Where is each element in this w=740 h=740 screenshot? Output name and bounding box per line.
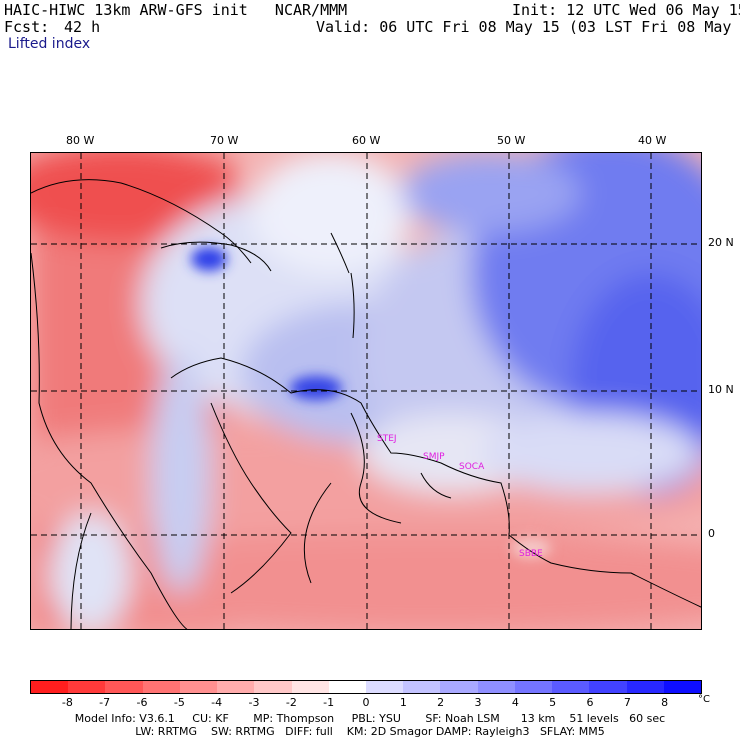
model-info-line-1: Model Info: V3.6.1 CU: KF MP: Thompson P… (74, 712, 666, 725)
legend-swatch (589, 681, 627, 693)
legend-swatch (477, 681, 515, 693)
legend-swatch (142, 681, 180, 693)
lon-label-40w: 40 W (638, 134, 667, 147)
legend-tick-label: 7 (623, 696, 631, 709)
field-name: Lifted index (8, 36, 91, 52)
legend-swatch (663, 681, 701, 693)
legend-tick-label: 0 (362, 696, 370, 709)
legend-swatch (440, 681, 478, 693)
legend-swatch (626, 681, 664, 693)
legend-tick-label: 6 (586, 696, 594, 709)
lat-label-20n: 20 N (708, 236, 734, 249)
legend-tick-label: 5 (549, 696, 557, 709)
legend-swatch (552, 681, 590, 693)
legend-swatch (105, 681, 143, 693)
legend-tick-label: -8 (61, 696, 73, 709)
legend-swatch (179, 681, 218, 693)
legend-swatch (291, 681, 329, 693)
lon-label-80w: 80 W (66, 134, 95, 147)
graticule (31, 153, 701, 629)
lon-label-70w: 70 W (210, 134, 239, 147)
station-soca: SOCA (459, 462, 485, 472)
convective-cores (191, 247, 551, 558)
lon-label-60w: 60 W (352, 134, 381, 147)
legend-tick-label: -2 (285, 696, 297, 709)
legend-tick-label: -6 (136, 696, 148, 709)
lat-label-0: 0 (708, 527, 715, 540)
legend-swatch (403, 681, 441, 693)
init-time: Init: 12 UTC Wed 06 May 15 (512, 1, 740, 19)
station-labels: STEJ SMJP SOCA SBBE (377, 434, 543, 559)
legend-tick-label: 8 (661, 696, 669, 709)
coastlines (31, 179, 701, 629)
legend-tick-label: 1 (399, 696, 407, 709)
legend-tick-label: 3 (474, 696, 482, 709)
legend-swatch (328, 681, 366, 693)
legend-tick-label: -1 (323, 696, 335, 709)
forecast-label: Fcst: (4, 18, 50, 36)
station-sbbe: SBBE (519, 549, 543, 559)
valid-time: Valid: 06 UTC Fri 08 May 15 (03 LST Fri … (316, 18, 740, 36)
legend-tick-label: -3 (248, 696, 260, 709)
legend-tick-label: -4 (211, 696, 223, 709)
lon-label-50w: 50 W (497, 134, 526, 147)
model-title: HAIC-HIWC 13km ARW-GFS init NCAR/MMM (4, 1, 348, 19)
legend-swatch (217, 681, 255, 693)
legend-swatch (365, 681, 404, 693)
lat-label-10n: 10 N (708, 383, 734, 396)
lifted-index-map: STEJ SMJP SOCA SBBE (31, 153, 701, 629)
color-legend (30, 680, 702, 694)
legend-swatch (31, 681, 69, 693)
model-info-line-2: LW: RRTMG SW: RRTMG DIFF: full KM: 2D Sm… (135, 725, 605, 738)
station-stej: STEJ (377, 434, 397, 444)
forecast-hour: 42 h (64, 18, 101, 36)
legend-tick-label: 4 (511, 696, 519, 709)
legend-tick-label: 2 (437, 696, 445, 709)
legend-tick-label: -7 (99, 696, 111, 709)
legend-unit: °C (698, 694, 710, 705)
station-smjp: SMJP (423, 452, 445, 462)
legend-tick-label: -5 (173, 696, 185, 709)
legend-swatch (514, 681, 553, 693)
map-panel: STEJ SMJP SOCA SBBE (30, 152, 702, 630)
legend-swatch (254, 681, 292, 693)
legend-swatch (68, 681, 106, 693)
